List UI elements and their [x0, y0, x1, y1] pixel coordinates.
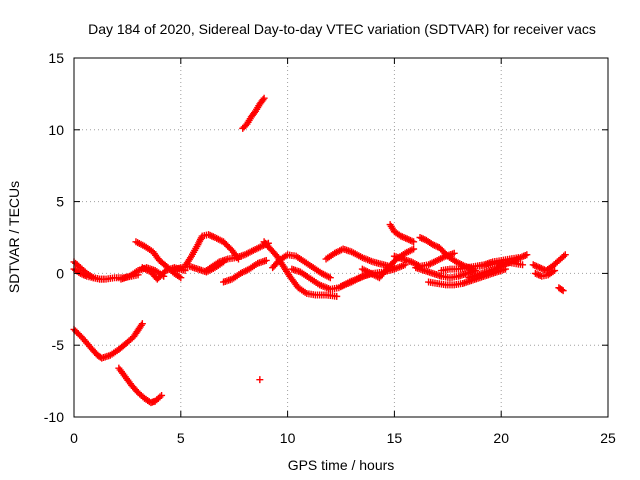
y-tick-label: 15 [48, 50, 64, 66]
data-point [260, 94, 268, 102]
chart-title: Day 184 of 2020, Sidereal Day-to-day VTE… [88, 21, 596, 37]
data-point [432, 242, 440, 250]
series-arc-14 [260, 238, 341, 300]
data-point [533, 270, 541, 278]
data-point [537, 264, 545, 272]
data-point [529, 261, 537, 269]
y-tick-label: 5 [56, 194, 64, 210]
data-point [256, 376, 264, 384]
data-point [400, 234, 408, 241]
data-point [516, 254, 524, 262]
data-points [70, 94, 569, 407]
x-tick-label: 5 [177, 430, 185, 446]
data-point [100, 275, 108, 283]
x-tick-label: 15 [387, 430, 403, 446]
data-point [138, 320, 146, 328]
data-point [429, 241, 437, 249]
data-point [416, 234, 424, 241]
data-point [560, 252, 568, 260]
data-point [558, 286, 566, 294]
grid-lines [74, 58, 608, 417]
data-point [209, 233, 217, 241]
data-point [402, 234, 410, 242]
data-point [80, 271, 88, 279]
data-point [262, 256, 270, 264]
data-point [405, 236, 413, 244]
data-point [419, 235, 427, 243]
x-axis-label: GPS time / hours [288, 457, 395, 473]
series-arc-10 [202, 239, 272, 275]
data-point [531, 262, 539, 270]
y-tick-label: 10 [48, 122, 64, 138]
data-point [158, 391, 166, 399]
x-tick-label: 0 [70, 430, 78, 446]
y-tick-label: 0 [56, 265, 64, 281]
data-point [410, 238, 418, 246]
data-point [156, 393, 164, 401]
data-point [518, 253, 526, 261]
data-point [208, 232, 216, 240]
data-point [403, 235, 411, 243]
data-point [551, 267, 559, 275]
data-point [430, 241, 438, 249]
series-arc-27 [476, 258, 527, 270]
series-arc-12 [239, 94, 268, 132]
data-point [418, 234, 426, 242]
series-arc-29 [531, 267, 559, 280]
data-point [397, 232, 405, 240]
data-point [549, 268, 557, 276]
data-point [205, 231, 213, 239]
data-point [406, 236, 414, 244]
data-point [398, 233, 406, 241]
series-arc-15 [269, 251, 334, 282]
series-arc-2 [70, 265, 108, 283]
data-point [536, 264, 544, 272]
data-point [175, 273, 183, 281]
y-axis-label: SDTVAR / TECUs [6, 181, 22, 293]
series-arc-22 [412, 264, 480, 282]
data-point [532, 262, 540, 270]
data-point [520, 252, 528, 260]
data-point [78, 270, 86, 278]
data-point [137, 321, 145, 329]
data-point [206, 231, 214, 239]
data-point [535, 271, 543, 279]
data-point [326, 274, 334, 282]
data-point [408, 237, 416, 245]
x-tick-label: 10 [280, 430, 296, 446]
series-arc-20 [386, 221, 418, 246]
series-arc-28 [529, 251, 569, 275]
data-point [523, 251, 531, 259]
y-tick-label: -5 [52, 337, 65, 353]
axis-ticks: 0 5 10 15 20 25 -10 -5 0 5 10 15 [44, 50, 616, 446]
series-arc-13 [256, 376, 264, 384]
series-arc-30 [555, 284, 567, 295]
series-arc-3 [70, 320, 146, 362]
data-point [450, 249, 458, 257]
series-arc-4 [115, 364, 166, 407]
series-arc-9 [168, 258, 228, 276]
data-point [410, 245, 418, 253]
data-point [531, 269, 539, 277]
x-tick-label: 25 [600, 430, 616, 446]
data-point [259, 96, 267, 104]
data-point [81, 272, 89, 280]
x-tick-label: 20 [493, 430, 509, 446]
data-point [333, 292, 341, 300]
data-point [177, 274, 185, 282]
data-point [559, 287, 567, 295]
series-arc-11 [220, 256, 270, 286]
data-point [561, 251, 569, 259]
plot-frame [73, 57, 609, 418]
data-point [519, 261, 527, 269]
y-tick-label: -10 [44, 409, 64, 425]
series-arc-8 [181, 231, 242, 270]
data-point [534, 263, 542, 271]
data-point [521, 251, 529, 259]
